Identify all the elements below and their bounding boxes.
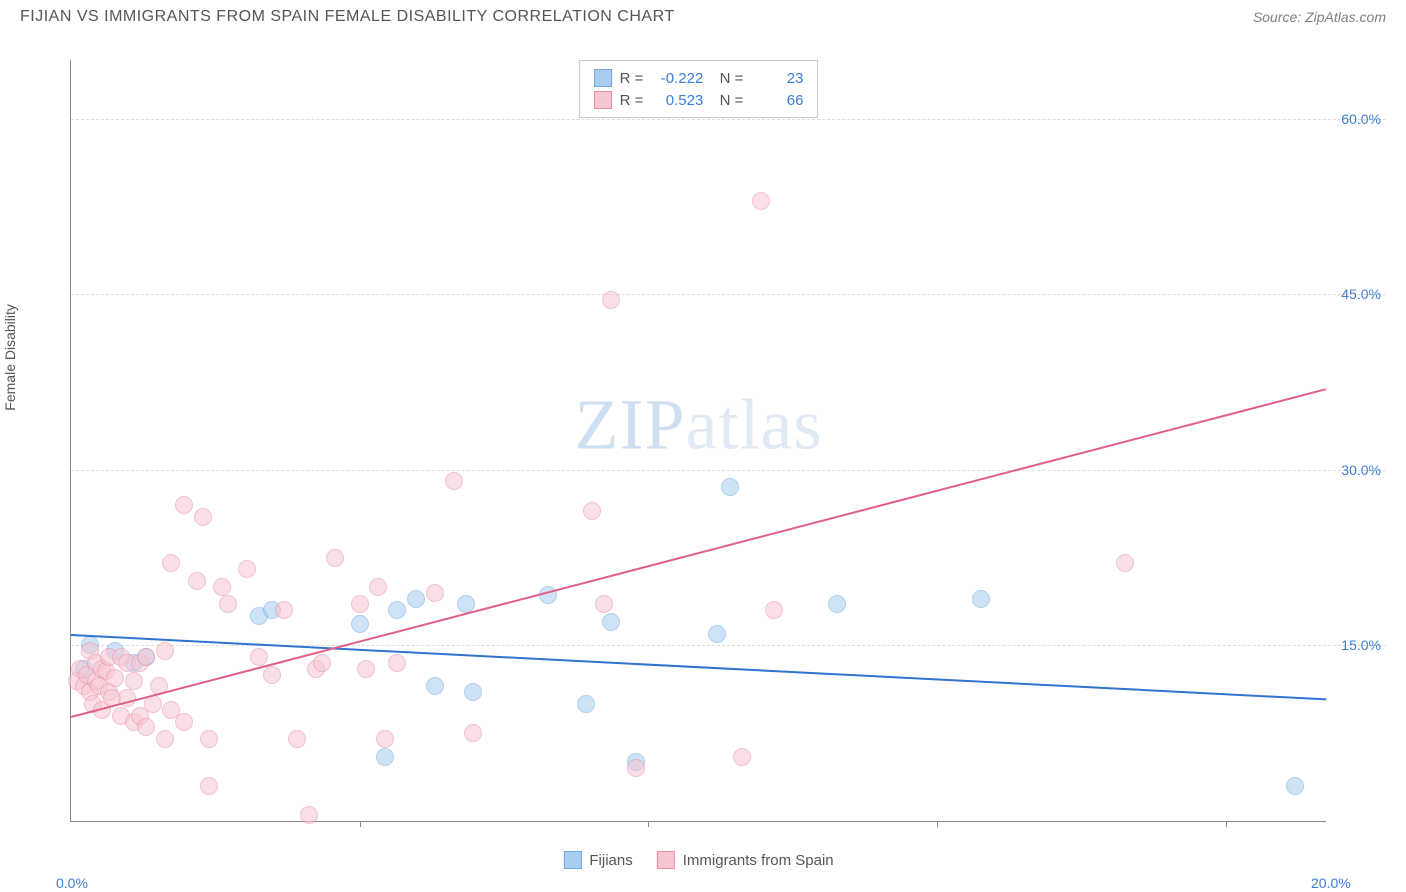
data-point [765,601,783,619]
data-point [426,677,444,695]
data-point [1116,554,1134,572]
swatch-icon [563,851,581,869]
data-point [376,748,394,766]
data-point [175,496,193,514]
y-tick-label: 45.0% [1341,286,1381,302]
y-tick-label: 30.0% [1341,462,1381,478]
n-value: 23 [751,70,803,87]
x-tick-label: 20.0% [1311,875,1351,891]
data-point [194,508,212,526]
data-point [1286,777,1304,795]
data-point [263,666,281,684]
data-point [162,554,180,572]
watermark: ZIPatlas [575,384,823,467]
data-point [464,683,482,701]
data-point [583,502,601,520]
data-point [595,595,613,613]
data-point [238,560,256,578]
data-point [577,695,595,713]
gridline [71,294,1386,295]
legend-item: Immigrants from Spain [657,851,834,869]
stat-label: N = [711,92,743,109]
data-point [376,730,394,748]
data-point [388,654,406,672]
data-point [219,595,237,613]
legend-item: Fijians [563,851,632,869]
n-value: 66 [751,92,803,109]
data-point [426,584,444,602]
data-point [721,478,739,496]
data-point [464,724,482,742]
data-point [288,730,306,748]
y-tick-label: 15.0% [1341,637,1381,653]
data-point [445,472,463,490]
data-point [351,595,369,613]
data-point [752,192,770,210]
data-point [733,748,751,766]
stat-label: R = [620,92,644,109]
legend-label: Fijians [589,852,632,869]
data-point [275,601,293,619]
data-point [156,730,174,748]
data-point [213,578,231,596]
swatch-icon [657,851,675,869]
gridline [71,119,1386,120]
x-tick-mark [648,821,649,827]
swatch-icon [594,91,612,109]
stats-legend: R = -0.222 N = 23 R = 0.523 N = 66 [579,60,819,118]
y-tick-label: 60.0% [1341,111,1381,127]
data-point [200,730,218,748]
data-point [106,669,124,687]
swatch-icon [594,69,612,87]
x-tick-mark [360,821,361,827]
data-point [300,806,318,824]
y-axis-label: Female Disability [2,304,18,411]
source-label: Source: ZipAtlas.com [1253,9,1386,25]
x-tick-label: 0.0% [56,875,88,891]
stats-row: R = -0.222 N = 23 [594,67,804,89]
data-point [137,718,155,736]
data-point [188,572,206,590]
data-point [125,672,143,690]
data-point [407,590,425,608]
data-point [137,648,155,666]
stat-label: N = [711,70,743,87]
stat-label: R = [620,70,644,87]
data-point [627,759,645,777]
data-point [357,660,375,678]
gridline [71,470,1386,471]
data-point [175,713,193,731]
data-point [388,601,406,619]
x-tick-mark [937,821,938,827]
data-point [602,613,620,631]
r-value: -0.222 [651,70,703,87]
data-point [708,625,726,643]
data-point [972,590,990,608]
stats-row: R = 0.523 N = 66 [594,89,804,111]
r-value: 0.523 [651,92,703,109]
data-point [351,615,369,633]
bottom-legend: Fijians Immigrants from Spain [563,851,833,869]
data-point [156,642,174,660]
plot-area: ZIPatlas R = -0.222 N = 23 R = 0.523 N =… [70,60,1326,822]
chart-title: FIJIAN VS IMMIGRANTS FROM SPAIN FEMALE D… [20,8,675,26]
x-tick-mark [1226,821,1227,827]
data-point [200,777,218,795]
legend-label: Immigrants from Spain [683,852,834,869]
data-point [313,654,331,672]
chart-container: Female Disability ZIPatlas R = -0.222 N … [20,40,1386,872]
data-point [326,549,344,567]
data-point [250,648,268,666]
data-point [369,578,387,596]
data-point [602,291,620,309]
data-point [828,595,846,613]
